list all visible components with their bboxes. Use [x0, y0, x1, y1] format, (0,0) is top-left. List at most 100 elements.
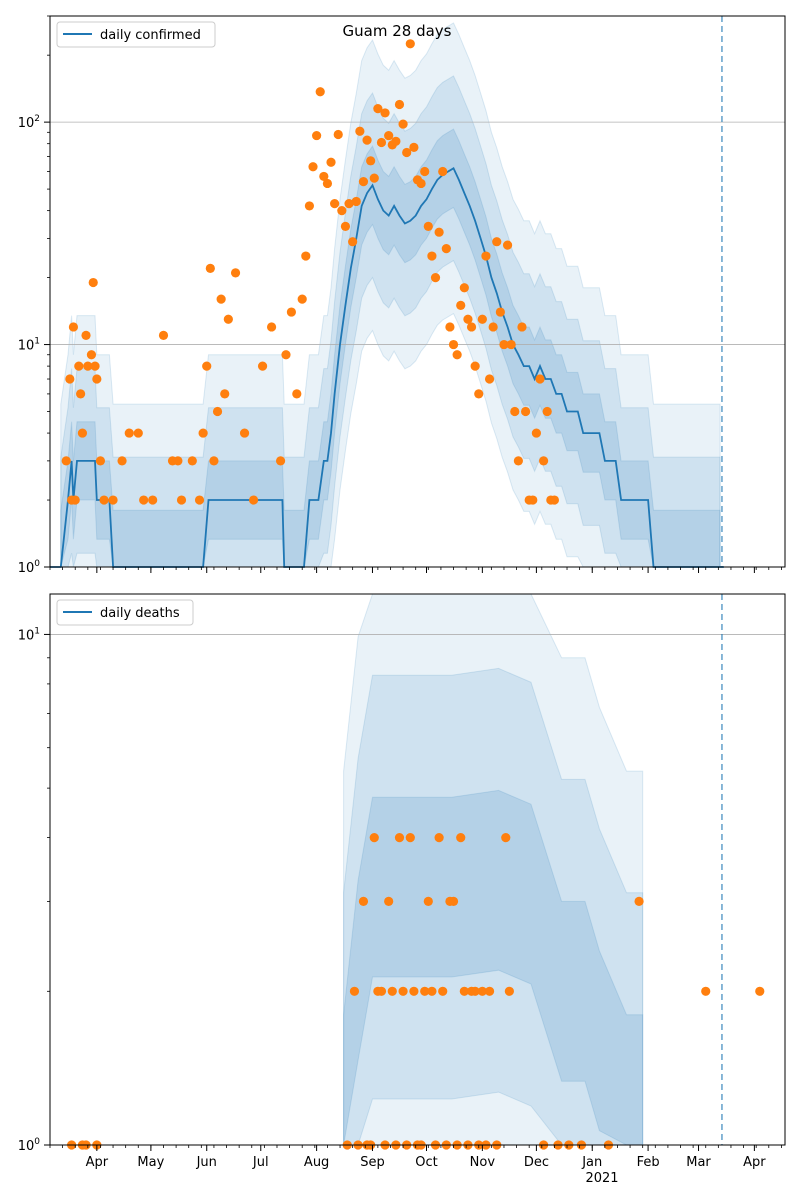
confirmed-point — [445, 322, 455, 332]
confirmed-point — [209, 456, 219, 466]
confirmed-point — [308, 162, 318, 172]
confirmed-point — [528, 495, 538, 505]
x-tick-label: Feb — [637, 1155, 660, 1170]
x-tick-label: Apr — [743, 1155, 766, 1170]
confirmed-point — [520, 406, 531, 417]
death-point — [394, 833, 405, 843]
confirmed-point — [531, 428, 541, 438]
death-point — [427, 986, 437, 996]
confirmed-y-ticks: 100 101 102 — [18, 15, 50, 576]
confirmed-point — [362, 135, 372, 145]
confirmed-point — [517, 322, 527, 332]
confirmed-point — [92, 374, 102, 384]
confirmed-point — [333, 129, 343, 140]
confirmed-point — [223, 314, 233, 324]
confirmed-point — [90, 361, 100, 371]
confirmed-point — [198, 428, 208, 438]
confirmed-point — [326, 157, 336, 167]
confirmed-point — [513, 456, 523, 466]
confirmed-point — [376, 137, 387, 148]
x-tick-label: Mar — [686, 1155, 711, 1170]
x-year-label: 2021 — [585, 1171, 618, 1186]
confirmed-point — [466, 322, 477, 332]
confirmed-point — [176, 495, 187, 505]
confirmed-point — [322, 178, 333, 189]
death-point — [438, 986, 448, 996]
confirmed-point — [409, 142, 419, 152]
confirmed-point — [420, 166, 430, 177]
confirmed-point — [239, 428, 250, 438]
confirmed-point — [474, 389, 484, 399]
death-point — [477, 986, 487, 996]
confirmed-point — [220, 389, 230, 399]
confirmed-point — [216, 294, 226, 304]
confirmed-point — [257, 361, 268, 371]
x-tick-label: Oct — [415, 1155, 437, 1170]
confirmed-point — [68, 322, 79, 332]
confirmed-point — [430, 273, 441, 283]
confirmed-point — [202, 361, 212, 371]
confirmed-point — [292, 389, 302, 399]
confirmed-point — [366, 156, 376, 166]
y-tick-label: 102 — [18, 114, 40, 131]
confirmed-point — [542, 406, 552, 417]
death-point — [755, 986, 765, 996]
x-tick-label: Apr — [86, 1155, 109, 1170]
confirmed-point — [297, 294, 307, 304]
confirmed-legend-label: daily confirmed — [100, 28, 201, 43]
death-point — [456, 833, 466, 843]
confirmed-point — [275, 456, 286, 466]
confirmed-point — [81, 330, 91, 340]
confirmed-point — [158, 330, 169, 340]
confirmed-point — [398, 119, 408, 129]
deaths-y-ticks: 100 101 — [18, 626, 50, 1154]
confirmed-point — [481, 251, 491, 261]
confirmed-point — [315, 87, 325, 97]
confirmed-point — [470, 361, 480, 371]
confirmed-point — [74, 361, 84, 371]
confirmed-point — [117, 456, 127, 466]
death-point — [369, 833, 379, 843]
confirmed-point — [441, 244, 451, 254]
deaths-uncertainty-bands — [343, 593, 644, 1146]
confirmed-point — [330, 199, 340, 209]
confirmed-point — [427, 251, 437, 261]
confirmed-point — [173, 456, 183, 466]
death-point — [504, 986, 514, 996]
x-tick-label: Aug — [304, 1155, 329, 1170]
x-tick-label: Jul — [252, 1155, 269, 1170]
death-point — [409, 986, 419, 996]
death-point — [448, 896, 459, 906]
confirmed-point — [358, 177, 369, 187]
confirmed-point — [108, 495, 118, 505]
death-point — [501, 833, 511, 843]
deaths-legend: daily deaths — [56, 599, 194, 626]
y-tick-label: 101 — [18, 337, 40, 354]
confirmed-point — [510, 406, 520, 417]
y-tick-label: 100 — [18, 1137, 41, 1154]
confirmed-point — [281, 350, 291, 360]
confirmed-point — [205, 263, 215, 273]
death-point — [349, 986, 360, 996]
confirmed-point — [373, 104, 383, 114]
confirmed-point — [95, 456, 106, 466]
confirmed-point — [477, 314, 487, 324]
x-tick-label: Nov — [470, 1155, 496, 1170]
confirmed-plot-background — [50, 16, 785, 567]
confirmed-point — [380, 108, 390, 118]
confirmed-point — [499, 339, 509, 350]
death-point — [484, 986, 495, 996]
confirmed-point — [187, 456, 197, 466]
confirmed-point — [391, 136, 401, 146]
confirmed-point — [304, 201, 315, 211]
deaths-legend-label: daily deaths — [100, 606, 180, 621]
confirmed-point — [405, 39, 415, 49]
confirmed-point — [139, 495, 149, 505]
confirmed-point — [456, 300, 466, 310]
confirmed-scatter-layer — [61, 39, 560, 505]
confirmed-point — [549, 495, 560, 505]
confirmed-point — [88, 277, 98, 288]
confirmed-point — [70, 495, 80, 505]
confirmed-point — [459, 283, 469, 293]
